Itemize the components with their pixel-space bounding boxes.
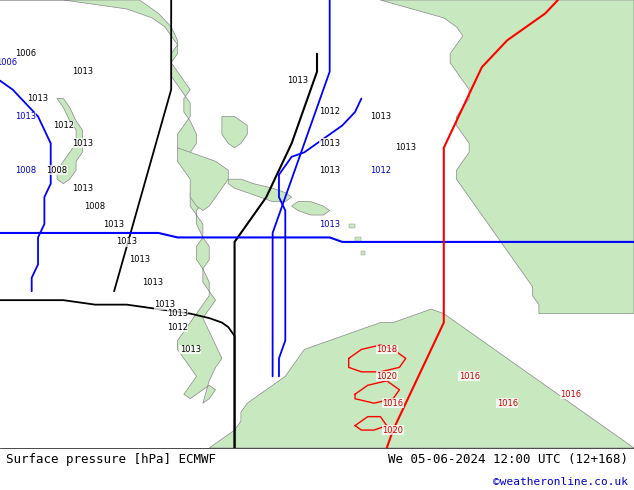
Text: 1012: 1012 [319, 107, 340, 117]
Text: 1012: 1012 [370, 166, 391, 175]
Text: 1013: 1013 [129, 255, 150, 264]
Text: 1013: 1013 [167, 309, 188, 318]
Text: 1013: 1013 [319, 139, 340, 148]
Text: 1013: 1013 [179, 345, 201, 354]
Text: 1013: 1013 [72, 139, 93, 148]
Text: 1013: 1013 [116, 238, 138, 246]
Text: 1020: 1020 [376, 372, 398, 381]
Text: 1006: 1006 [15, 49, 36, 58]
Text: 1012: 1012 [167, 322, 188, 332]
Text: 1013: 1013 [141, 278, 163, 287]
Text: 1013: 1013 [103, 220, 125, 228]
Text: 1013: 1013 [319, 220, 340, 228]
Text: 1008: 1008 [15, 166, 36, 175]
Text: 1016: 1016 [382, 399, 404, 408]
Text: 1006: 1006 [0, 58, 17, 67]
Text: 1008: 1008 [84, 201, 106, 211]
Text: 1012: 1012 [53, 121, 74, 130]
Text: 1013: 1013 [72, 67, 93, 76]
Text: 1013: 1013 [319, 166, 340, 175]
Text: We 05-06-2024 12:00 UTC (12+168): We 05-06-2024 12:00 UTC (12+168) [387, 453, 628, 466]
Text: 1016: 1016 [496, 399, 518, 408]
Text: ©weatheronline.co.uk: ©weatheronline.co.uk [493, 477, 628, 488]
Text: 1013: 1013 [370, 112, 391, 121]
Text: 1020: 1020 [382, 426, 404, 435]
Text: 1013: 1013 [287, 76, 309, 85]
Text: 1013: 1013 [15, 112, 36, 121]
Text: 1008: 1008 [46, 166, 68, 175]
Text: 1013: 1013 [27, 94, 49, 103]
Text: 1016: 1016 [560, 390, 581, 399]
Text: 1018: 1018 [376, 345, 398, 354]
Text: 1013: 1013 [72, 184, 93, 193]
Text: 1016: 1016 [458, 372, 480, 381]
Text: 1013: 1013 [395, 144, 417, 152]
Text: 1013: 1013 [154, 300, 176, 309]
Text: Surface pressure [hPa] ECMWF: Surface pressure [hPa] ECMWF [6, 453, 216, 466]
